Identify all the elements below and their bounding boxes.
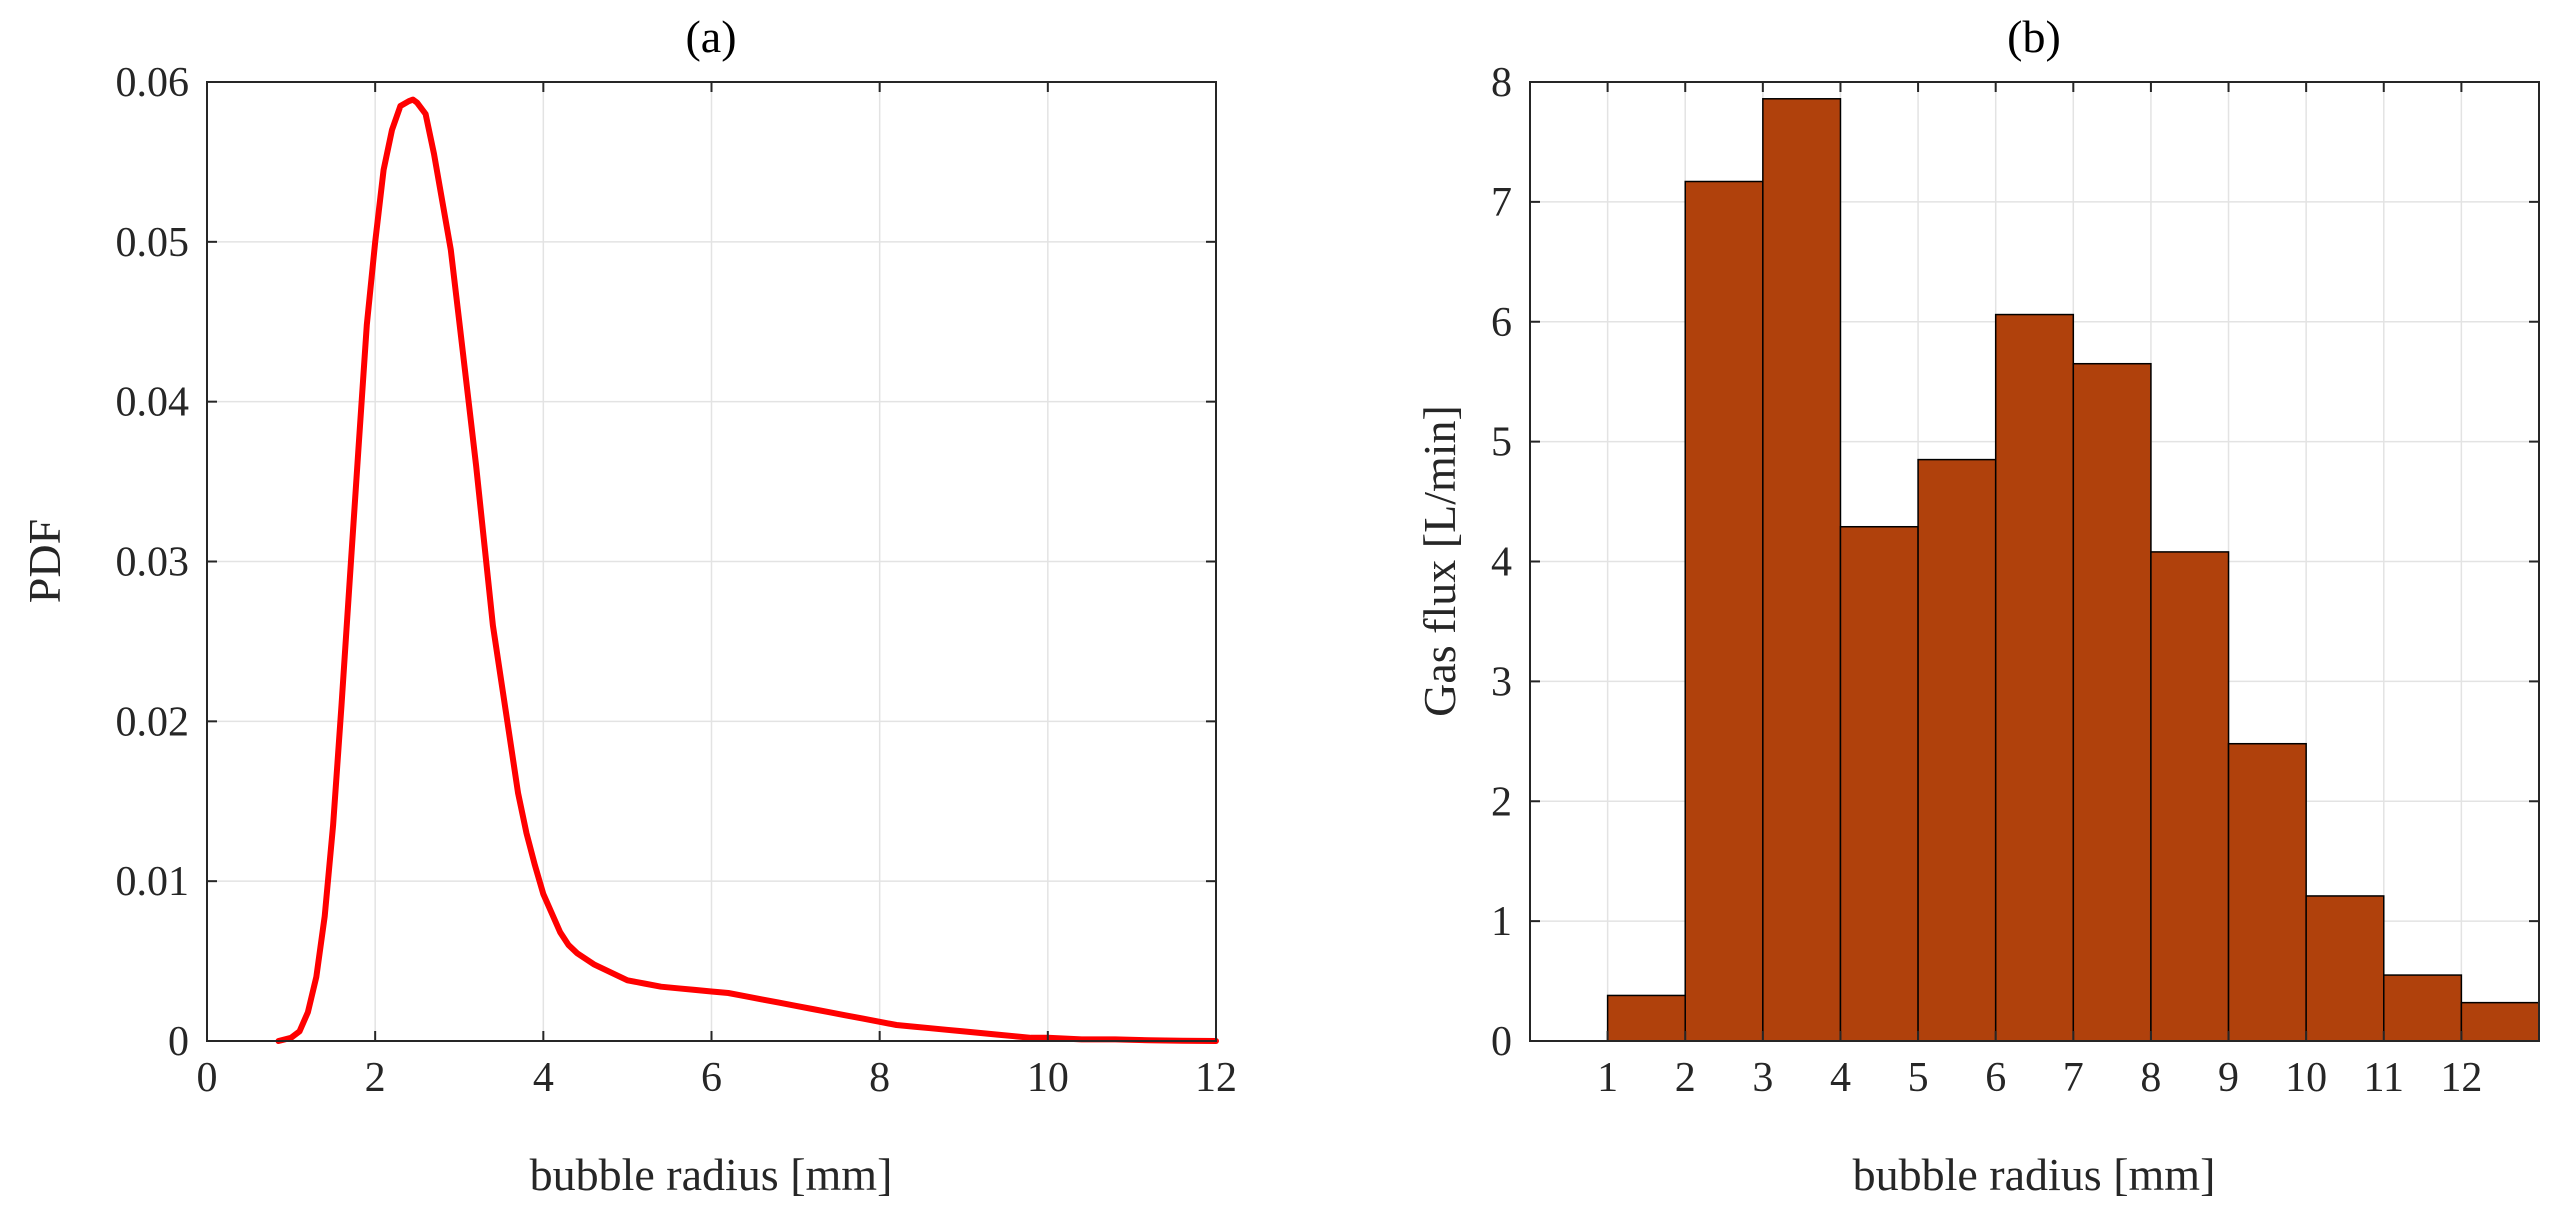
panel-b-bar-7 (2072, 362, 2152, 1042)
panel-a-x-tick-label: 12 (1195, 1055, 1237, 1101)
panel-b-bar-8 (2150, 551, 2230, 1042)
panel-a-y-tick-label: 0.06 (116, 60, 190, 106)
panel-a-title: (a) (685, 11, 736, 62)
panel-a-x-tick-label: 6 (701, 1055, 722, 1101)
panel-b-bar-6 (1994, 313, 2075, 1042)
panel-b-x-tick-label: 5 (1908, 1055, 1929, 1101)
panel-b-y-tick-label: 4 (1491, 540, 1512, 586)
panel-b-x-axis-label: bubble radius [mm] (1853, 1149, 2216, 1200)
panel-a-line-layer (275, 96, 1219, 1044)
panel-b-bar-10 (2305, 895, 2385, 1042)
panel-b-x-tick-label: 10 (2285, 1055, 2327, 1101)
panel-b-title: (b) (2007, 11, 2061, 62)
panel-b-y-tick-label: 7 (1491, 180, 1512, 226)
panel-b-bar-11 (2383, 974, 2463, 1042)
panel-a-x-tick-label: 0 (197, 1055, 218, 1101)
panel-a-ticks: 0 2 4 6 8 10 12 0 0.01 0.02 0.03 0.04 0.05 0.06 (116, 60, 1238, 1101)
panel-b-y-tick-label: 2 (1491, 779, 1512, 825)
panel-b-bar-2 (1684, 180, 1764, 1042)
panel-b-bar-3 (1762, 98, 1842, 1042)
panel-b-y-tick-label: 6 (1491, 300, 1512, 346)
panel-a-y-tick-label: 0.01 (116, 859, 190, 905)
panel-b-y-tick-label: 0 (1491, 1019, 1512, 1065)
panel-b-bar-5 (1917, 458, 1997, 1042)
panel-b-x-tick-label: 2 (1675, 1055, 1696, 1101)
panel-b-y-tick-label: 3 (1491, 659, 1512, 705)
panel-a-y-tick-label: 0.02 (116, 699, 190, 745)
panel-b-x-tick-label: 1 (1597, 1055, 1618, 1101)
panel-a-y-tick-label: 0.04 (116, 380, 190, 426)
panel-a-y-tick-label: 0 (168, 1019, 189, 1065)
panel-b-x-tick-label: 7 (2063, 1055, 2084, 1101)
panel-a-series-line-pdf (275, 96, 1219, 1044)
panel-a-y-axis-label: PDF (19, 519, 70, 603)
panel-a-x-tick-label: 2 (365, 1055, 386, 1101)
panel-a-x-tick-label: 8 (869, 1055, 890, 1101)
panel-b-y-tick-label: 1 (1491, 899, 1512, 945)
panel-a-pdf-chart: 0 2 4 6 8 10 12 0 0.01 0.02 0.03 0.04 0.05 0.06 (a) b… (19, 11, 1237, 1200)
panel-a-x-tick-label: 4 (533, 1055, 554, 1101)
panel-a-x-axis-label: bubble radius [mm] (530, 1149, 893, 1200)
panel-b-bar-1 (1606, 994, 1686, 1042)
panel-b-y-axis-label: Gas flux [L/min] (1414, 405, 1465, 717)
panel-a-y-tick-label: 0.05 (116, 220, 190, 266)
panel-b-x-tick-label: 9 (2218, 1055, 2239, 1101)
panel-b-y-tick-label: 5 (1491, 420, 1512, 466)
panel-b-bars (1606, 98, 2540, 1042)
panel-b-bar-4 (1839, 525, 1919, 1042)
panel-a-y-tick-label: 0.03 (116, 540, 190, 586)
panel-b-x-tick-label: 12 (2440, 1055, 2482, 1101)
panel-a-x-tick-label: 10 (1027, 1055, 1069, 1101)
panel-b-y-tick-label: 8 (1491, 60, 1512, 106)
panel-b-x-tick-label: 11 (2364, 1055, 2404, 1101)
panel-b-x-tick-label: 4 (1830, 1055, 1851, 1101)
panel-b-x-tick-label: 3 (1752, 1055, 1773, 1101)
panel-b-bar-12 (2460, 1001, 2540, 1042)
panel-b-x-tick-label: 8 (2140, 1055, 2161, 1101)
panel-b-x-tick-label: 6 (1985, 1055, 2006, 1101)
panel-b-bar-9 (2227, 742, 2307, 1042)
